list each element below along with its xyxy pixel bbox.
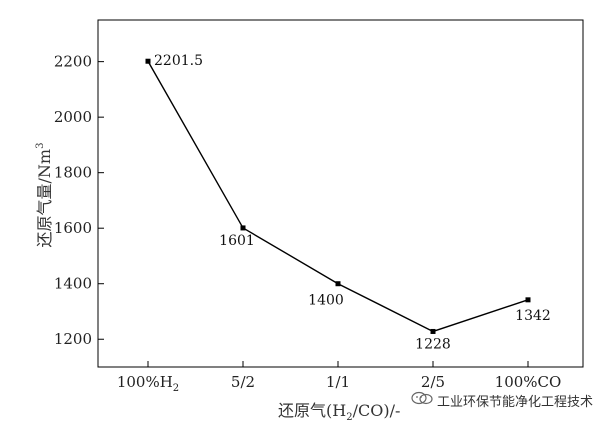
data-labels: 2201.5 1601 1400 1228 1342 <box>154 53 551 352</box>
y-tick-label: 1600 <box>54 219 92 237</box>
y-axis-title-superscript: 3 <box>35 143 46 149</box>
y-tick-label: 1800 <box>54 164 92 182</box>
x-tick-label: 100%H2 <box>117 373 179 394</box>
data-label: 2201.5 <box>154 53 203 69</box>
series-line <box>145 58 531 334</box>
y-axis: 1200 1400 1600 1800 2000 2200 <box>54 53 104 348</box>
x-tick-label: 1/1 <box>326 373 350 391</box>
data-label: 1228 <box>415 336 451 352</box>
series-line-path <box>147 60 529 333</box>
watermark-text: 工业环保节能净化工程技术 <box>436 395 593 410</box>
data-point <box>430 328 436 334</box>
wechat-logo-icon <box>411 391 433 408</box>
x-tick-label: 2/5 <box>421 373 445 391</box>
x-tick-label: 5/2 <box>231 373 255 391</box>
x-axis-title-subscript: 2 <box>346 412 352 423</box>
data-point <box>145 58 151 64</box>
y-tick-label: 2200 <box>54 53 92 71</box>
y-tick-label: 1400 <box>54 275 92 293</box>
data-label: 1601 <box>219 233 255 249</box>
y-tick-label: 1200 <box>54 330 92 348</box>
data-label: 1400 <box>308 293 344 309</box>
x-axis: 100%H2 5/2 1/1 2/5 100%CO <box>117 361 562 394</box>
plot-frame <box>97 19 584 368</box>
x-axis-title: 还原气(H2/CO)/- <box>278 401 400 423</box>
y-axis-title: 还原气量/Nm3 <box>35 143 54 248</box>
data-point <box>335 281 341 287</box>
data-label: 1342 <box>515 308 551 324</box>
data-point <box>240 225 246 231</box>
data-point <box>525 297 531 303</box>
watermark: 工业环保节能净化工程技术 <box>411 391 593 410</box>
y-tick-label: 2000 <box>54 108 92 126</box>
x-tick-label: 100%CO <box>495 373 562 391</box>
